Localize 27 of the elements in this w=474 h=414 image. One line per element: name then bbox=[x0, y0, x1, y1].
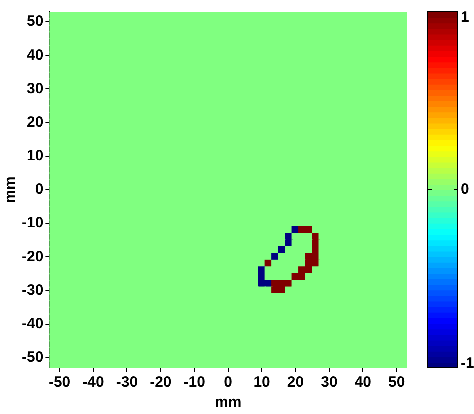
x-tick-label: 20 bbox=[287, 374, 304, 392]
y-tick-label: 40 bbox=[26, 46, 44, 64]
y-axis-title: mm bbox=[2, 176, 20, 204]
y-tick-label: -50 bbox=[22, 349, 44, 366]
y-tick-label: -10 bbox=[22, 214, 44, 232]
y-tick-label: 10 bbox=[26, 148, 44, 165]
x-tick-label: 40 bbox=[354, 374, 372, 392]
x-tick-label: 10 bbox=[254, 374, 270, 392]
y-tick-label: -20 bbox=[22, 248, 44, 266]
x-tick-label: -40 bbox=[82, 374, 104, 392]
x-tick-label: -10 bbox=[184, 374, 206, 392]
x-tick-label: 50 bbox=[388, 374, 406, 392]
x-tick-label: -30 bbox=[116, 374, 138, 392]
x-tick-label: 0 bbox=[224, 374, 233, 392]
x-tick-label: -20 bbox=[150, 374, 172, 392]
y-tick-label: 30 bbox=[26, 80, 44, 98]
y-tick-label: 20 bbox=[26, 114, 44, 131]
x-tick-label: -50 bbox=[48, 374, 71, 392]
y-tick-label: 0 bbox=[35, 181, 44, 198]
color-bar-label: 1 bbox=[461, 9, 470, 26]
y-tick-label: 50 bbox=[26, 13, 44, 30]
color-bar-label: -1 bbox=[461, 355, 474, 372]
x-axis-title: mm bbox=[214, 394, 242, 412]
y-tick-label: -30 bbox=[22, 282, 44, 299]
x-tick-label: 30 bbox=[321, 374, 338, 392]
color-bar-label: 0 bbox=[461, 181, 470, 198]
y-tick-label: -40 bbox=[22, 315, 44, 332]
